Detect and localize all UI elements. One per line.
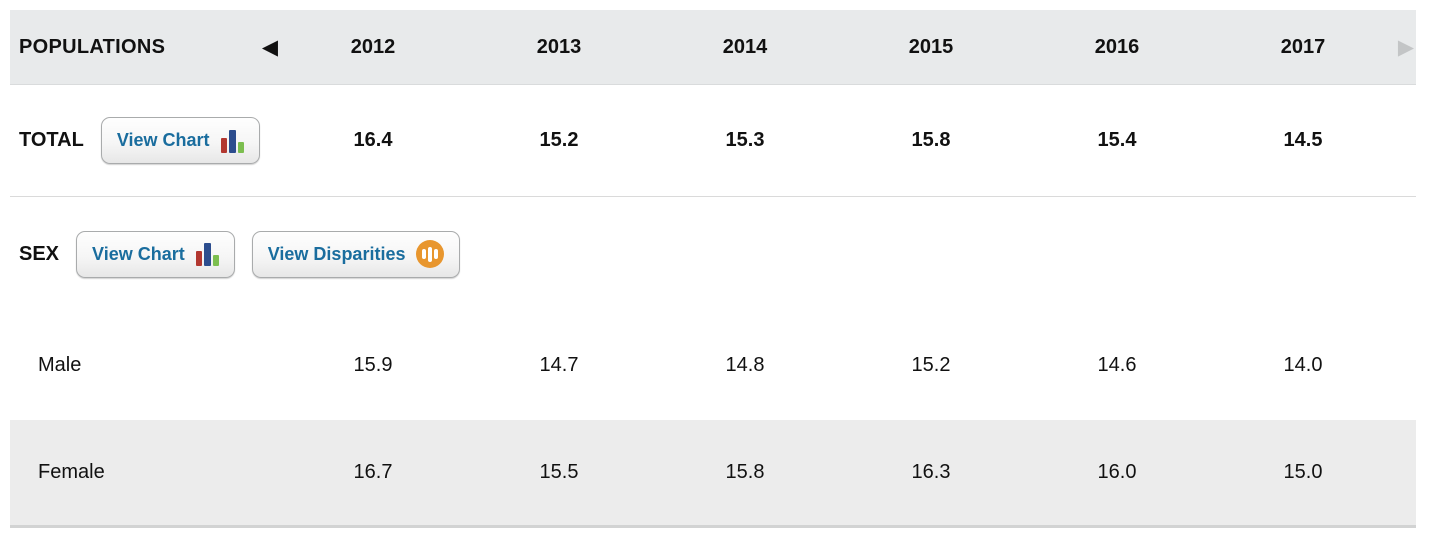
disparities-circle-icon [416, 240, 445, 268]
table-header-row: POPULATIONS ◀ 2012 2013 2014 2015 2016 2… [10, 10, 1416, 85]
year-header-2016: 2016 [1094, 35, 1140, 58]
populations-column-header: POPULATIONS [19, 35, 166, 58]
table-row-male: Male 15.9 14.7 14.8 15.2 14.6 14.0 [10, 311, 1416, 420]
view-disparities-button-sex[interactable]: View Disparities [251, 230, 461, 278]
total-value-2013: 15.2 [539, 129, 579, 151]
female-value-2017: 15.0 [1283, 461, 1323, 483]
female-value-2014: 15.8 [725, 461, 765, 483]
table-row-sex-group: SEX View Chart View Disparities [10, 196, 1416, 311]
total-value-2016: 15.4 [1097, 129, 1137, 151]
sex-label-cell: SEX View Chart View Disparities [10, 230, 1416, 278]
female-value-2015: 16.3 [911, 461, 951, 483]
male-value-2016: 14.6 [1097, 354, 1137, 376]
bar-chart-icon [195, 242, 219, 266]
female-value-2013: 15.5 [539, 461, 579, 483]
total-value-2012: 16.4 [353, 129, 393, 151]
total-value-2015: 15.8 [911, 129, 951, 151]
table-row-female: Female 16.7 15.5 15.8 16.3 16.0 15.0 [10, 420, 1416, 528]
view-chart-button-sex[interactable]: View Chart [76, 230, 235, 278]
male-value-2012: 15.9 [353, 354, 393, 376]
total-row-label: TOTAL [19, 129, 84, 151]
next-years-arrow-icon[interactable]: ▶ [1397, 35, 1415, 59]
female-row-label: Female [38, 461, 105, 483]
male-row-label: Male [38, 354, 82, 376]
table-row-total: TOTAL View Chart 16.4 15.2 15.3 15.8 15.… [10, 85, 1416, 196]
previous-years-arrow-icon[interactable]: ◀ [261, 35, 278, 59]
year-header-2017: 2017 [1280, 35, 1326, 58]
view-chart-button-total[interactable]: View Chart [100, 117, 260, 164]
year-header-2014: 2014 [722, 35, 768, 58]
view-disparities-button-label: View Disparities [267, 243, 406, 264]
year-header-2013: 2013 [536, 35, 582, 58]
view-chart-button-label: View Chart [116, 130, 210, 150]
female-value-2016: 16.0 [1097, 461, 1137, 483]
year-header-2015: 2015 [908, 35, 954, 58]
header-label-cell: POPULATIONS ◀ [10, 10, 280, 84]
total-value-2014: 15.3 [725, 129, 765, 151]
populations-data-table: POPULATIONS ◀ 2012 2013 2014 2015 2016 2… [10, 10, 1416, 528]
sex-row-label: SEX [19, 242, 60, 265]
male-value-2015: 15.2 [911, 354, 951, 376]
view-chart-button-label: View Chart [92, 243, 185, 264]
male-value-2017: 14.0 [1283, 354, 1323, 376]
year-header-2012: 2012 [350, 35, 396, 58]
total-value-2017: 14.5 [1283, 129, 1323, 151]
total-label-cell: TOTAL View Chart [10, 117, 280, 164]
female-value-2012: 16.7 [353, 461, 393, 483]
male-value-2014: 14.8 [725, 354, 765, 376]
male-value-2013: 14.7 [539, 354, 579, 376]
bar-chart-icon [220, 129, 244, 153]
